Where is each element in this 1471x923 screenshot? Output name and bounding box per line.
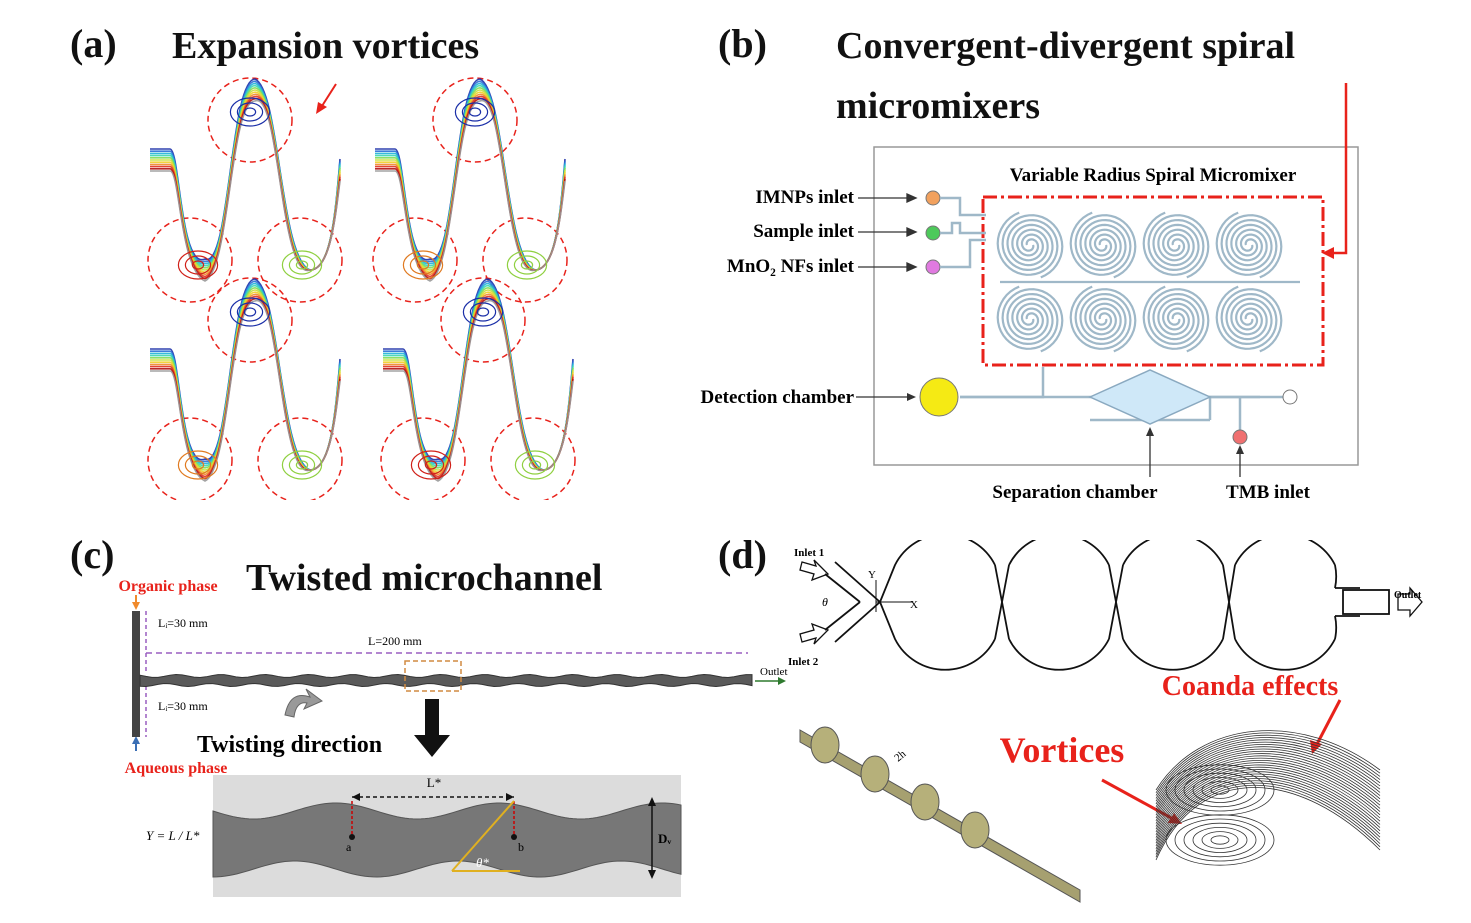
vortex-circle bbox=[380, 417, 466, 500]
3d-micromixer-model bbox=[799, 726, 1081, 903]
chip-outline bbox=[873, 146, 1359, 466]
tmb-inlet-port bbox=[1232, 429, 1248, 445]
spiral-unit bbox=[1074, 288, 1137, 353]
wave-plot bbox=[380, 277, 576, 500]
expansion-vortices-figure bbox=[147, 77, 576, 500]
rotation-icon bbox=[284, 688, 323, 718]
inlet-label-mno2: MnO₂ NFs inlet bbox=[727, 256, 855, 277]
lstar-label: L* bbox=[427, 775, 441, 790]
panel-a-label: (a) bbox=[70, 21, 117, 66]
panel-c-label: (c) bbox=[70, 532, 115, 577]
spiral-unit bbox=[1001, 288, 1064, 353]
dw-label: Dᵥ bbox=[658, 831, 671, 846]
y-axis-label: Y bbox=[868, 569, 876, 581]
streamline-plot bbox=[1155, 730, 1381, 866]
two-h-label: 2h bbox=[892, 748, 909, 765]
outlet-label-d: Outlet bbox=[1394, 590, 1422, 601]
coanda-micromixer-diagram: Inlet 1 Inlet 2 Outlet Y X θ Coanda effe… bbox=[788, 540, 1423, 903]
inlet-label-sample: Sample inlet bbox=[753, 221, 854, 242]
twisted-channel bbox=[139, 674, 753, 688]
detection-chamber-label: Detection chamber bbox=[700, 387, 854, 408]
vortex-circle bbox=[482, 217, 568, 303]
zoomed-twisted-channel bbox=[212, 802, 682, 878]
panel-b-label: (b) bbox=[718, 21, 767, 66]
point-a-label: a bbox=[346, 840, 352, 854]
spiral-unit bbox=[1220, 214, 1283, 279]
panel-a-title: Expansion vortices bbox=[172, 25, 480, 67]
zoom-box bbox=[404, 660, 462, 692]
mixing-disk bbox=[910, 783, 940, 821]
pointer-arrow bbox=[321, 83, 337, 107]
inlet-label-imnps: IMNPs inlet bbox=[755, 187, 854, 208]
vortex-circle bbox=[432, 77, 518, 163]
vortices-label: Vortices bbox=[1000, 730, 1125, 770]
li-top-label: Lᵢ=30 mm bbox=[158, 616, 208, 630]
outlet-port bbox=[1282, 389, 1298, 405]
spiral-unit bbox=[1147, 214, 1210, 279]
mixer-frame bbox=[981, 195, 1325, 367]
vortex-circle bbox=[207, 77, 293, 163]
separation-chamber bbox=[1088, 369, 1212, 425]
inlet-manifold bbox=[132, 611, 140, 737]
detection-chamber bbox=[919, 377, 959, 417]
panel-b-title-line2: micromixers bbox=[836, 85, 1040, 127]
spiral-unit bbox=[1220, 288, 1283, 353]
vortex-circle bbox=[207, 277, 293, 363]
mixing-disk bbox=[960, 811, 990, 849]
vortex-circle bbox=[440, 277, 526, 363]
mixing-disk bbox=[860, 755, 890, 793]
twisting-direction-label: Twisting direction bbox=[197, 732, 382, 758]
separation-chamber-label: Separation chamber bbox=[992, 482, 1158, 503]
mixer-box-title: Variable Radius Spiral Micromixer bbox=[1010, 165, 1297, 186]
wave-plot bbox=[372, 77, 568, 303]
vortex-circle bbox=[490, 417, 576, 500]
spiral-unit bbox=[1001, 214, 1064, 279]
panel-c-title: Twisted microchannel bbox=[246, 557, 603, 599]
vortex-circle bbox=[147, 217, 233, 303]
aqueous-phase-label: Aqueous phase bbox=[125, 760, 228, 777]
tmb-inlet-label: TMB inlet bbox=[1226, 482, 1311, 503]
panel-b-title-line1: Convergent-divergent spiral bbox=[836, 25, 1296, 67]
down-arrow bbox=[414, 699, 450, 757]
point-b-label: b bbox=[518, 840, 524, 854]
spiral-unit bbox=[1147, 288, 1210, 353]
vortex-circle bbox=[257, 417, 343, 500]
organic-phase-label: Organic phase bbox=[118, 578, 217, 595]
inlet1-label: Inlet 1 bbox=[794, 547, 824, 559]
sample-inlet-port bbox=[925, 225, 941, 241]
spiral-unit bbox=[1074, 214, 1137, 279]
spiral-micromixer-diagram: Variable Radius Spiral Micromixer IMNPs … bbox=[700, 83, 1359, 503]
vortex-circle bbox=[257, 217, 343, 303]
theta-star-label: θ* bbox=[476, 855, 489, 870]
imnps-inlet-port bbox=[925, 190, 941, 206]
theta-label-d: θ bbox=[822, 595, 828, 609]
wave-plot bbox=[147, 77, 343, 303]
x-axis-label: X bbox=[910, 599, 918, 611]
twisted-microchannel-diagram: Organic phase Aqueous phase Lᵢ=30 mm Lᵢ=… bbox=[118, 578, 788, 897]
outlet-label-c: Outlet bbox=[760, 666, 788, 678]
mixing-disk bbox=[810, 726, 840, 764]
y-formula: Y = L / L* bbox=[146, 828, 200, 843]
inlet2-label: Inlet 2 bbox=[788, 656, 819, 668]
length-label: L=200 mm bbox=[368, 634, 422, 648]
wave-plot bbox=[147, 277, 343, 500]
mno2-inlet-port bbox=[925, 259, 941, 275]
coanda-effects-label: Coanda effects bbox=[1162, 671, 1339, 702]
vortex-circle bbox=[372, 217, 458, 303]
li-bottom-label: Lᵢ=30 mm bbox=[158, 699, 208, 713]
panel-d-label: (d) bbox=[718, 532, 767, 577]
vortex-circle bbox=[147, 417, 233, 500]
